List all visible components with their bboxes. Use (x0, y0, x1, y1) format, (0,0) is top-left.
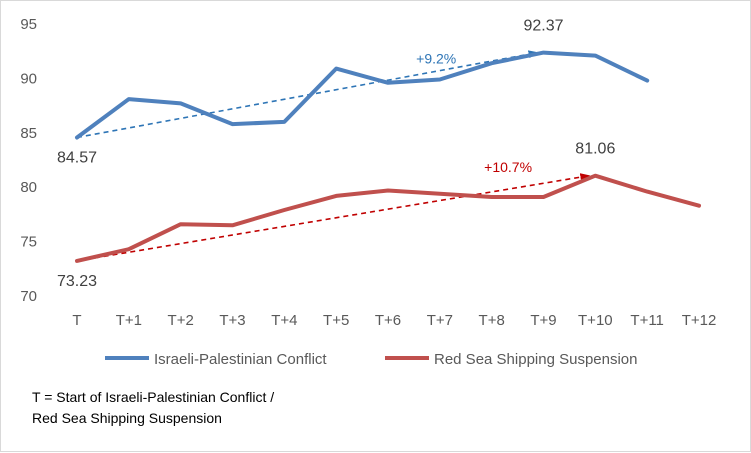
trend-arrow-israeli-palestinian (76, 50, 539, 139)
footnote-line-2: Red Sea Shipping Suspension (32, 410, 222, 426)
trend-arrows: +9.2% +10.7% (76, 50, 591, 262)
x-tick-label-tplus3: T+3 (219, 312, 245, 329)
x-tick-label-tplus4: T+4 (271, 312, 297, 329)
series-line-israeli-palestinian (75, 50, 650, 140)
x-tick-label-tplus1: T+1 (116, 312, 142, 329)
x-tick-label-t: T (72, 312, 81, 329)
x-tick-label-tplus11: T+11 (630, 312, 664, 329)
x-tick-label-tplus9: T+9 (530, 312, 556, 329)
footnote-line-1: T = Start of Israeli-Palestinian Conflic… (32, 389, 275, 405)
data-label-red-sea-0: 73.23 (57, 273, 97, 290)
x-tick-label-tplus5: T+5 (323, 312, 349, 329)
data-label-israeli-palestinian-0: 84.57 (57, 149, 97, 166)
data-label-red-sea-10: 81.06 (575, 141, 615, 158)
legend-label-israeli-palestinian: Israeli-Palestinian Conflict (154, 351, 327, 368)
x-tick-label-tplus12: T+12 (682, 312, 717, 329)
x-tick-label-tplus8: T+8 (479, 312, 505, 329)
data-labels: 84.57 92.37 73.23 81.06 (57, 18, 615, 290)
x-tick-label-tplus2: T+2 (168, 312, 194, 329)
trend-arrow-red-sea (76, 173, 591, 262)
y-tick-label-95: 95 (20, 16, 37, 33)
y-tick-label-75: 75 (20, 234, 37, 251)
legend-label-red-sea: Red Sea Shipping Suspension (434, 351, 637, 368)
x-axis-tick-labels: T T+1 T+2 T+3 T+4 T+5 T+6 T+7 T+8 T+9 T+10 T+11 T+12 (72, 312, 716, 329)
trend-label-red-sea: +10.7% (484, 159, 532, 175)
x-tick-label-tplus10: T+10 (578, 312, 613, 329)
y-tick-label-70: 70 (20, 288, 37, 305)
series-line-red-sea (75, 173, 701, 263)
y-axis-tick-labels: 70 75 80 85 90 95 (20, 16, 37, 305)
series-lines (75, 50, 701, 263)
x-tick-label-tplus7: T+7 (427, 312, 453, 329)
footnote: T = Start of Israeli-Palestinian Conflic… (32, 387, 274, 429)
trend-label-israeli-palestinian: +9.2% (416, 50, 456, 66)
legend: Israeli-Palestinian Conflict Red Sea Shi… (105, 351, 637, 368)
y-tick-label-90: 90 (20, 70, 37, 87)
x-tick-label-tplus6: T+6 (375, 312, 401, 329)
y-tick-label-80: 80 (20, 179, 37, 196)
data-label-israeli-palestinian-9: 92.37 (523, 18, 563, 35)
y-tick-label-85: 85 (20, 125, 37, 142)
